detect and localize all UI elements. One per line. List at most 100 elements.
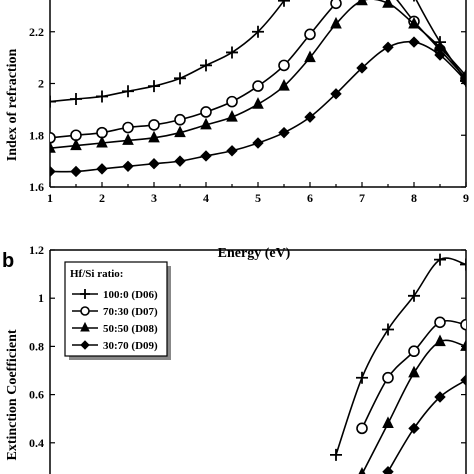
legend-item-50-50-d08: 50:50 (D08): [72, 321, 158, 335]
data-point-50-50-d08-1: [70, 138, 82, 151]
x-axis-title-a: Energy (eV): [218, 246, 291, 261]
data-point-100-0-d06-3: [408, 289, 420, 302]
data-point-70-30-d07-0: [356, 422, 368, 435]
x-tick-label-5: 5: [255, 191, 261, 205]
x-tick-label-4: 4: [203, 191, 209, 205]
y-tick-label-1-2: 1.2: [29, 243, 44, 257]
data-point-100-0-d06-7: [226, 46, 238, 59]
data-point-30-70-d09-0: [50, 165, 56, 178]
y-tick-label-0-4: 0.4: [29, 436, 44, 450]
x-tick-label-8: 8: [411, 191, 417, 205]
data-point-70-30-d07-4: [460, 318, 466, 331]
data-point-70-30-d07-2: [408, 345, 420, 358]
data-point-30-70-d09-1: [408, 422, 420, 435]
series-line-50-50-d08: [50, 0, 466, 149]
data-point-70-30-d07-3: [434, 316, 446, 329]
data-point-70-30-d07-10: [304, 28, 316, 41]
data-point-100-0-d06-3: [122, 85, 134, 98]
series-line-70-30-d07: [50, 0, 466, 139]
series-30-70-d09-a: [50, 36, 466, 178]
legend-marker-30-70-d09: [80, 340, 90, 350]
data-point-30-70-d09-1: [70, 165, 82, 178]
data-point-30-70-d09-10: [304, 111, 316, 123]
data-point-70-30-d07-1: [382, 371, 394, 384]
data-point-50-50-d08-4: [148, 130, 160, 143]
data-point-30-70-d09-8: [252, 137, 264, 149]
legend-marker-70-30-d07: [80, 306, 90, 316]
data-point-50-50-d08-4: [460, 339, 466, 351]
data-point-30-70-d09-7: [226, 145, 238, 157]
y-tick-label-0-8: 0.8: [29, 339, 44, 353]
refraction-chart: Energy (eV) Index of refraction 1 2 3 4 5 6 7 8…: [5, 0, 469, 261]
data-point-30-70-d09-14: [408, 36, 420, 48]
data-point-30-70-d09-12: [356, 62, 368, 74]
data-point-50-50-d08-3: [122, 133, 134, 145]
data-point-50-50-d08-3: [434, 334, 446, 347]
data-point-50-50-d08-1: [382, 416, 394, 429]
y-tick-label-1-6: 1.6: [29, 180, 44, 194]
y-tick-label-0-6: 0.6: [29, 388, 44, 402]
data-point-100-0-d06-9: [278, 0, 290, 7]
data-point-100-0-d06-14: [413, 0, 415, 2]
axes-frame-b: [49, 249, 467, 474]
data-point-100-0-d06-0: [50, 95, 56, 108]
series-line-30-70-d09: [387, 379, 466, 473]
data-point-30-70-d09-0: [382, 466, 394, 474]
data-point-50-50-d08-6: [200, 117, 212, 130]
data-point-70-30-d07-6: [200, 106, 212, 118]
legend-item-100-0-d06: 100:0 (D06): [72, 289, 158, 301]
data-point-50-50-d08-7: [226, 110, 238, 122]
x-tick-label-6: 6: [307, 191, 313, 205]
x-tick-label-7: 7: [359, 191, 365, 205]
data-point-50-50-d08-0: [50, 141, 56, 153]
data-point-30-70-d09-16: [460, 75, 466, 87]
series-70-30-d07-a: [50, 0, 466, 144]
y-tick-label-1: 1: [38, 291, 44, 305]
legend-marker-100-0-d06: [80, 289, 90, 299]
legend-label-30-70-d09: 30:70 (D09): [103, 340, 158, 352]
data-point-70-30-d07-0: [50, 132, 56, 144]
data-point-50-50-d08-13: [382, 0, 394, 8]
data-point-100-0-d06-4: [148, 80, 160, 93]
y-axis-title-a: Index of refraction: [5, 49, 20, 162]
series-line-50-50-d08: [361, 339, 466, 474]
data-point-30-70-d09-2: [434, 391, 446, 403]
legend: Hf/Si ratio: 100:0 (D06) 70:30 (D07) 50:50 …: [64, 261, 171, 360]
data-point-50-50-d08-14: [408, 16, 420, 29]
data-point-30-70-d09-5: [174, 155, 186, 167]
data-point-100-0-d06-5: [460, 258, 466, 271]
data-point-30-70-d09-13: [382, 41, 394, 53]
data-point-70-30-d07-3: [122, 121, 134, 134]
data-point-30-70-d09-2: [96, 163, 108, 175]
data-point-30-70-d09-3: [122, 160, 134, 173]
data-point-100-0-d06-2: [96, 90, 108, 103]
y-ticks-b: 0.4 0.6 0.8 1 1.2: [29, 243, 466, 450]
data-point-100-0-d06-1: [70, 93, 82, 106]
legend-label-100-0-d06: 100:0 (D06): [103, 289, 158, 301]
data-point-50-50-d08-2: [408, 365, 420, 378]
data-point-70-30-d07-8: [252, 80, 264, 92]
x-tick-label-9: 9: [463, 191, 469, 205]
data-point-30-70-d09-4: [148, 158, 160, 170]
series-70-30-d07-b: [356, 316, 466, 435]
data-point-50-50-d08-11: [330, 16, 342, 29]
data-point-100-0-d06-2: [382, 323, 394, 336]
x-tick-label-1: 1: [47, 191, 53, 205]
data-point-50-50-d08-8: [252, 97, 264, 109]
data-point-50-50-d08-2: [96, 135, 108, 148]
data-point-100-0-d06-0: [330, 448, 342, 461]
data-point-100-0-d06-4: [434, 253, 446, 266]
data-point-50-50-d08-5: [174, 125, 186, 138]
data-point-30-70-d09-3: [460, 374, 466, 386]
data-point-70-30-d07-4: [148, 119, 160, 131]
panel-label-b: b: [2, 250, 14, 272]
y-tick-label-2: 2: [38, 77, 44, 91]
data-point-70-30-d07-11: [330, 0, 342, 10]
series-100-0-d06-b: [330, 253, 466, 461]
series-50-50-d08-b: [358, 334, 466, 474]
legend-item-30-70-d09: 30:70 (D09): [72, 340, 158, 352]
x-tick-label-2: 2: [99, 191, 105, 205]
y-tick-label-1-8: 1.8: [29, 128, 44, 142]
data-point-50-50-d08-10: [304, 50, 316, 63]
